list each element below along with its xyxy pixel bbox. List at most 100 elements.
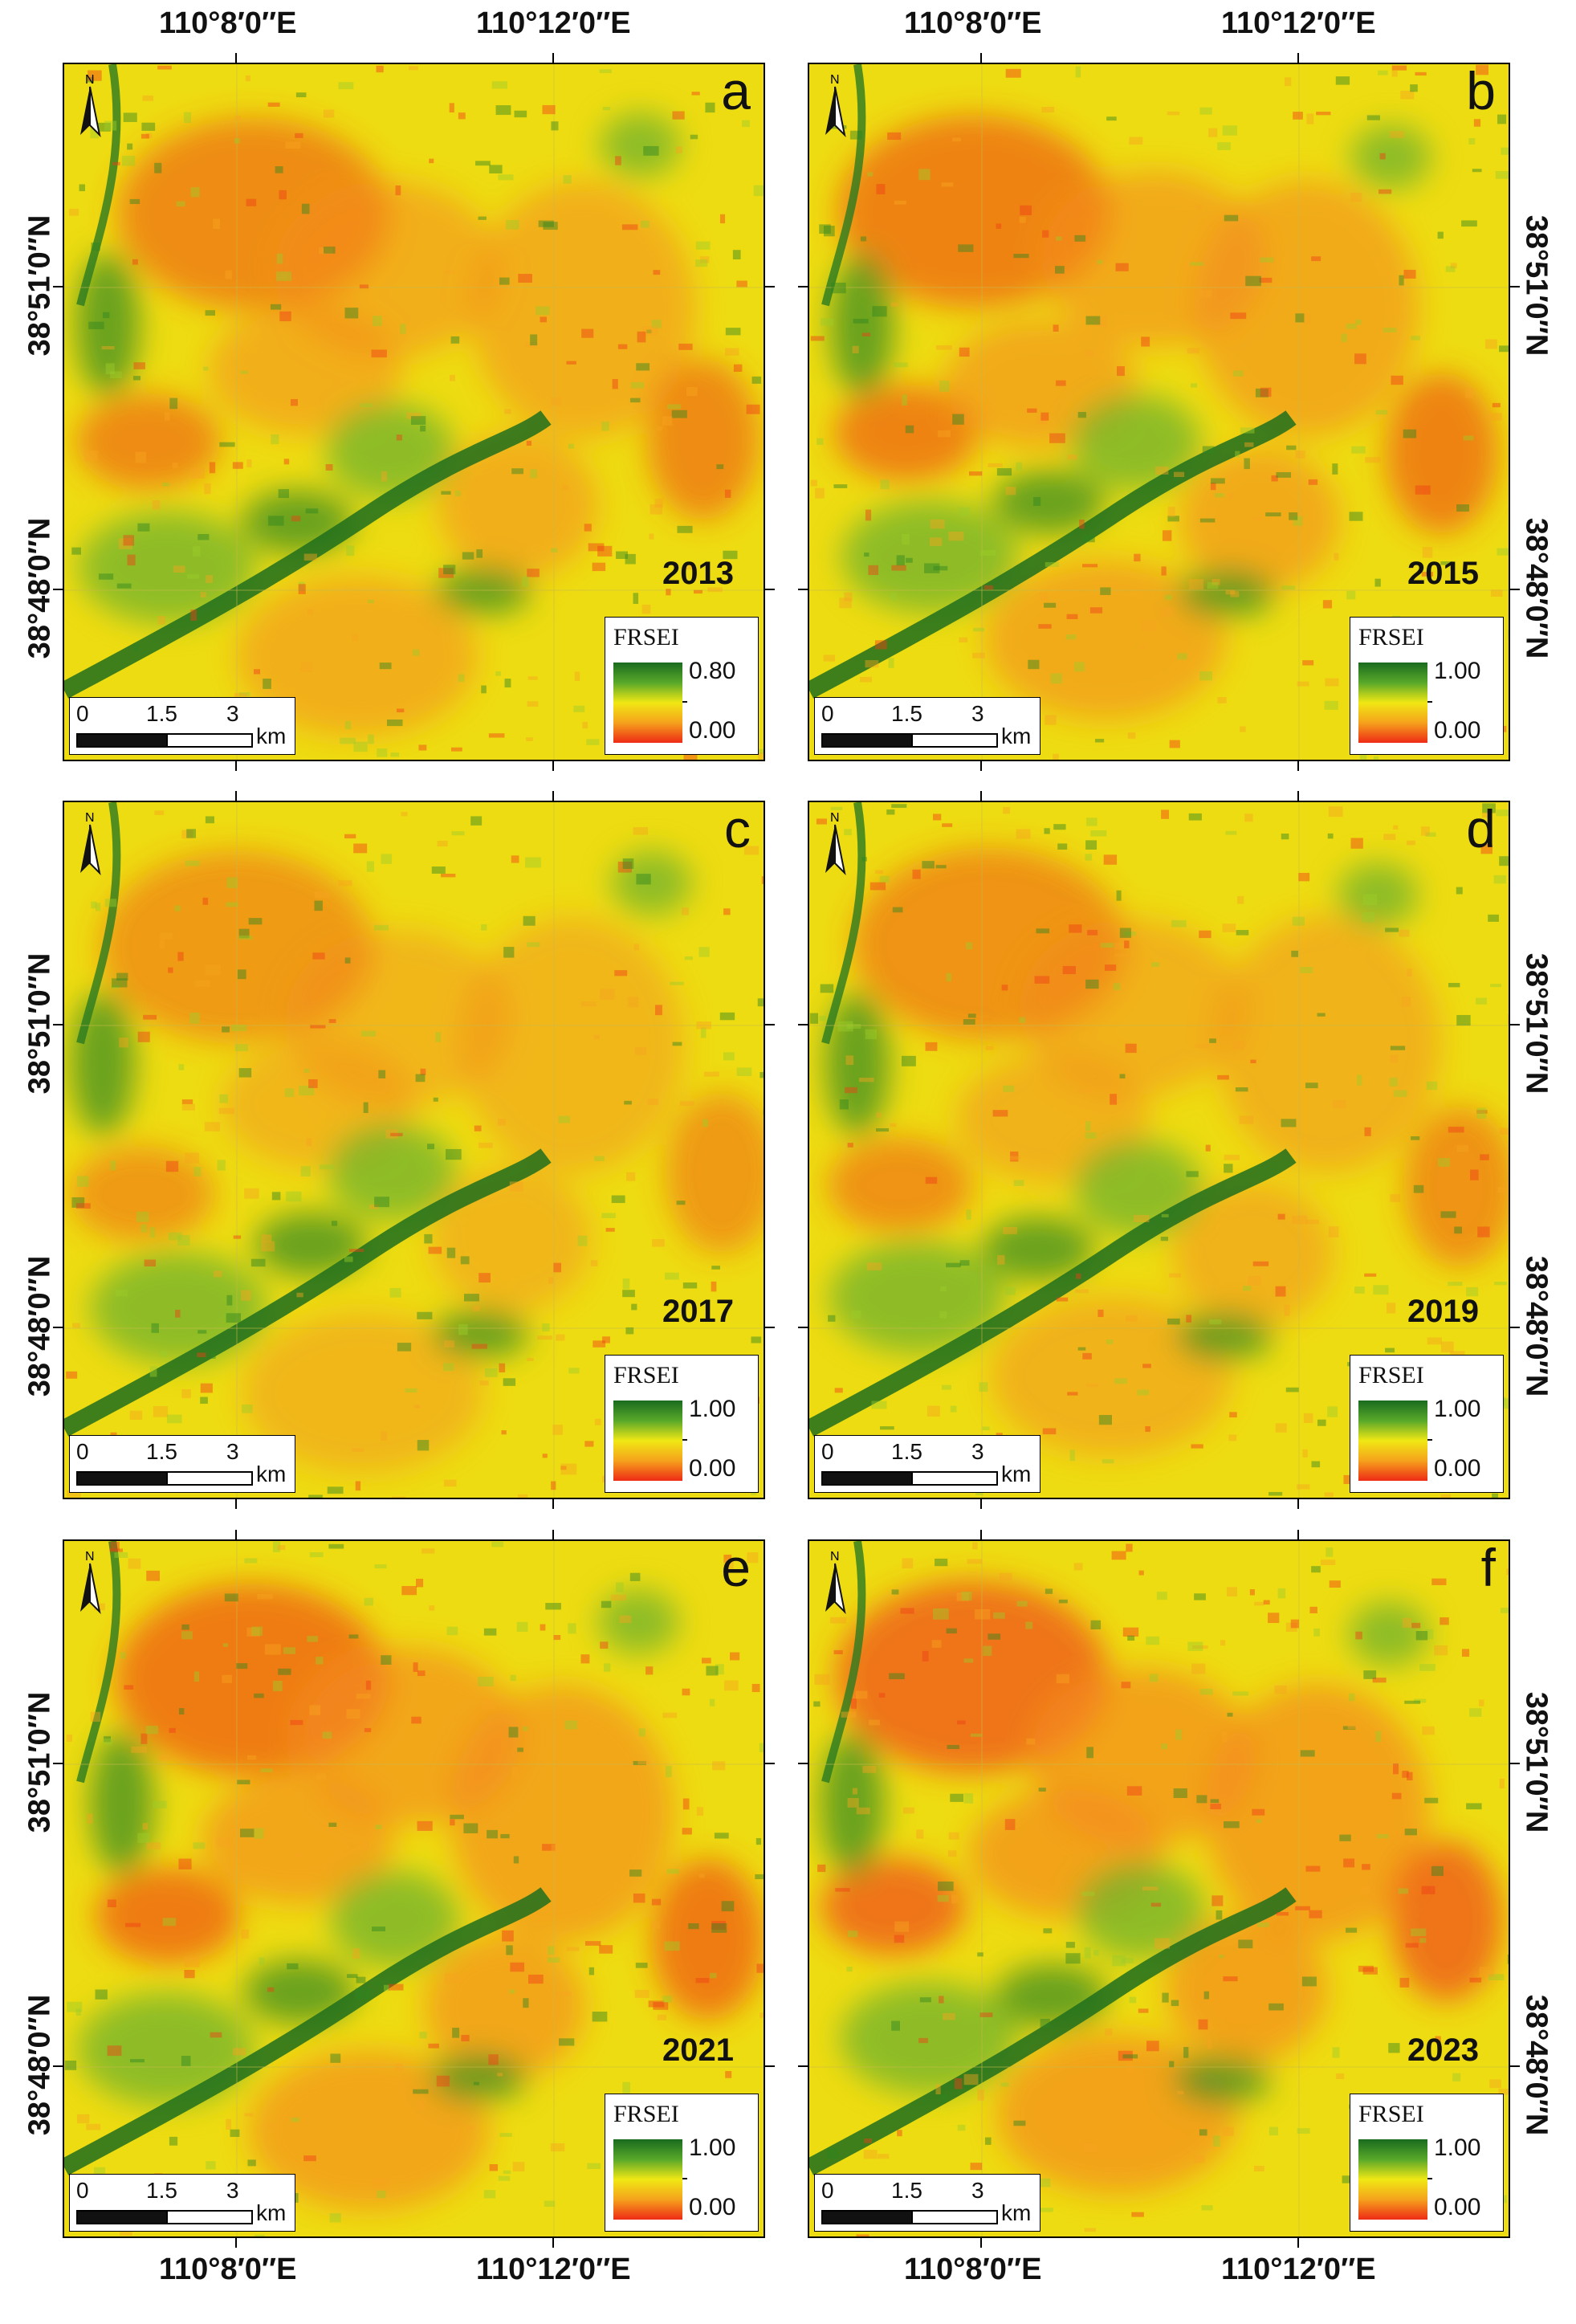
legend-color-ramp xyxy=(1358,1401,1427,1481)
scale-tick-label: 0 xyxy=(76,1439,89,1464)
legend-max: 1.00 xyxy=(689,2134,736,2161)
scale-bar: 0 1.5 3 km xyxy=(69,697,295,755)
lat-tick xyxy=(1510,2065,1520,2067)
lon-tick xyxy=(980,53,982,63)
scale-tick-label: 1.5 xyxy=(146,1439,177,1464)
scale-segment-solid xyxy=(76,2210,168,2224)
scale-tick-label: 0 xyxy=(76,2178,89,2203)
lon-tick xyxy=(235,1530,237,1539)
lon-tick xyxy=(1297,2238,1299,2248)
lat-tick xyxy=(798,286,808,287)
scale-bar: 0 1.5 3 km xyxy=(814,2174,1040,2232)
panel-year: 2019 xyxy=(1407,1294,1479,1329)
scale-unit: km xyxy=(256,724,287,748)
lon-tick xyxy=(980,1499,982,1509)
panel-letter: c xyxy=(724,801,751,858)
lon-label: 110°8′0″E xyxy=(904,2253,1042,2286)
lon-label: 110°12′0″E xyxy=(1221,2253,1376,2286)
scale-segment-solid xyxy=(821,1471,913,1486)
legend-color-ramp xyxy=(613,663,682,743)
lat-tick xyxy=(765,1024,775,1025)
lon-tick xyxy=(1297,1499,1299,1509)
legend-tick xyxy=(682,2178,687,2179)
legend-color-ramp xyxy=(1358,663,1427,743)
scale-tick-label: 3 xyxy=(226,2178,239,2203)
lat-label: 38°48′0″N xyxy=(1519,517,1554,659)
legend-color-ramp xyxy=(613,2139,682,2220)
lat-tick xyxy=(765,1327,775,1328)
scale-segment-hollow xyxy=(911,1471,998,1486)
lat-tick xyxy=(1510,1024,1520,1025)
lon-tick xyxy=(1297,53,1299,63)
scale-tick-label: 1.5 xyxy=(891,1439,922,1464)
lat-label: 38°51′0″N xyxy=(22,1691,57,1833)
lon-tick xyxy=(552,2238,554,2248)
legend: FRSEI 1.00 0.00 xyxy=(1350,2094,1504,2232)
scale-tick-label: 3 xyxy=(226,1439,239,1464)
legend-title: FRSEI xyxy=(613,1362,679,1388)
scale-unit: km xyxy=(1001,1462,1032,1486)
lat-tick xyxy=(798,1024,808,1025)
legend-min: 0.00 xyxy=(1434,717,1481,744)
lon-tick xyxy=(980,791,982,801)
scale-unit: km xyxy=(1001,2200,1032,2225)
legend-tick xyxy=(682,701,687,703)
lat-label: 38°48′0″N xyxy=(1519,1255,1554,1397)
scale-tick-label: 3 xyxy=(971,701,984,726)
lon-tick xyxy=(235,791,237,801)
legend-max: 1.00 xyxy=(1434,658,1481,684)
north-arrow-icon: N xyxy=(825,73,846,138)
scale-segment-solid xyxy=(821,2210,913,2224)
scale-unit: km xyxy=(1001,724,1032,748)
lon-tick xyxy=(980,2238,982,2248)
lon-tick xyxy=(235,761,237,771)
lat-tick xyxy=(53,589,63,590)
scale-unit: km xyxy=(256,2200,287,2225)
lat-label: 38°48′0″N xyxy=(22,1994,57,2136)
lon-tick xyxy=(235,2238,237,2248)
north-arrow-icon: N xyxy=(80,73,101,138)
legend-min: 0.00 xyxy=(1434,2194,1481,2220)
lat-tick xyxy=(53,1024,63,1025)
scale-segment-hollow xyxy=(911,2210,998,2224)
legend-title: FRSEI xyxy=(1358,1362,1424,1388)
scale-tick-label: 0 xyxy=(821,701,834,726)
lon-label: 110°12′0″E xyxy=(476,2253,631,2286)
legend-min: 0.00 xyxy=(689,1455,736,1482)
lat-tick xyxy=(53,1763,63,1764)
legend: FRSEI 0.80 0.00 xyxy=(605,617,759,755)
lat-label: 38°48′0″N xyxy=(1519,1994,1554,2136)
scale-tick-label: 1.5 xyxy=(146,2178,177,2203)
scale-tick-label: 0 xyxy=(821,2178,834,2203)
scale-segment-hollow xyxy=(911,733,998,748)
north-arrow-icon: N xyxy=(80,811,101,876)
legend: FRSEI 1.00 0.00 xyxy=(605,1355,759,1493)
lon-tick xyxy=(552,1530,554,1539)
lon-tick xyxy=(235,1499,237,1509)
scale-tick-label: 3 xyxy=(226,701,239,726)
scale-bar: 0 1.5 3 km xyxy=(69,1435,295,1493)
panel-year: 2021 xyxy=(662,2032,734,2068)
lat-label: 38°48′0″N xyxy=(22,517,57,659)
scale-bar: 0 1.5 3 km xyxy=(814,1435,1040,1493)
lat-tick xyxy=(1510,1763,1520,1764)
lon-tick xyxy=(1297,1530,1299,1539)
legend-title: FRSEI xyxy=(613,624,679,650)
lon-label: 110°12′0″E xyxy=(1221,6,1376,40)
lon-label: 110°8′0″E xyxy=(159,6,297,40)
lat-tick xyxy=(1510,1327,1520,1328)
legend-tick xyxy=(1427,2178,1432,2179)
legend-tick xyxy=(682,1439,687,1441)
legend-tick xyxy=(1427,1439,1432,1441)
panel-year: 2013 xyxy=(662,556,734,591)
lat-tick xyxy=(1510,286,1520,287)
legend-max: 1.00 xyxy=(689,1396,736,1422)
panel-letter: f xyxy=(1480,1539,1496,1597)
lat-label: 38°51′0″N xyxy=(1519,214,1554,357)
scale-segment-hollow xyxy=(166,733,253,748)
lon-tick xyxy=(1297,791,1299,801)
lat-label: 38°51′0″N xyxy=(1519,952,1554,1095)
